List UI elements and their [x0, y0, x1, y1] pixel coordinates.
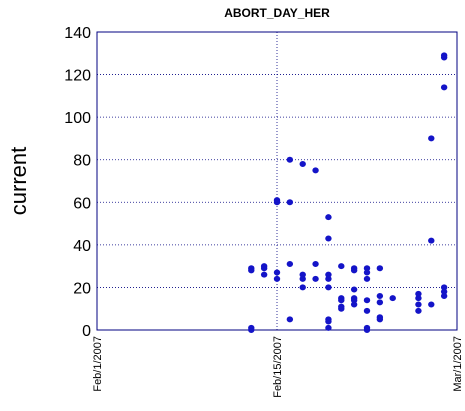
point — [376, 292, 384, 299]
point — [363, 269, 371, 276]
point — [428, 301, 435, 308]
point — [299, 275, 306, 282]
point — [299, 160, 306, 167]
point — [350, 301, 358, 308]
point — [273, 199, 281, 206]
point — [273, 275, 281, 282]
point — [440, 288, 448, 295]
point — [415, 290, 422, 297]
point — [286, 316, 294, 323]
point — [440, 292, 448, 299]
point — [389, 295, 396, 302]
y-tick-label: 60 — [73, 195, 91, 212]
x-tick-label: Feb/15/2007 — [272, 336, 284, 398]
point — [363, 265, 371, 272]
point — [325, 271, 332, 278]
point — [286, 156, 294, 163]
point — [376, 299, 384, 306]
point — [376, 316, 384, 323]
point — [312, 167, 319, 174]
y-tick-label: 20 — [73, 280, 91, 297]
y-axis-label: current — [6, 147, 31, 215]
y-tick-label: 40 — [73, 238, 91, 255]
point — [312, 275, 319, 282]
point — [350, 267, 358, 274]
point — [363, 297, 371, 304]
point — [363, 307, 371, 314]
point — [312, 261, 319, 268]
point — [338, 263, 345, 270]
plot-frame — [96, 31, 458, 331]
point — [363, 275, 371, 282]
point — [428, 135, 435, 142]
point — [299, 271, 306, 278]
point — [325, 318, 332, 325]
y-tick-label: 120 — [64, 68, 91, 85]
point — [325, 214, 332, 221]
point — [260, 265, 268, 272]
point — [363, 327, 371, 333]
point — [338, 305, 345, 312]
point — [325, 235, 332, 242]
point — [415, 307, 422, 314]
point — [440, 84, 448, 91]
point — [299, 284, 306, 291]
point — [415, 295, 422, 302]
y-tick-label: 80 — [73, 153, 91, 170]
point — [325, 324, 332, 331]
point — [248, 324, 255, 331]
point — [248, 265, 255, 272]
y-tick-label: 0 — [82, 323, 91, 340]
point — [273, 269, 281, 276]
point — [286, 261, 294, 268]
point — [286, 199, 294, 206]
y-tick-label: 100 — [64, 110, 91, 127]
point — [350, 286, 358, 293]
x-tick-label: Mar/1/2007 — [452, 336, 464, 392]
point — [415, 301, 422, 308]
point — [440, 54, 448, 61]
point — [440, 284, 448, 291]
point — [325, 275, 332, 282]
point — [260, 271, 268, 278]
point — [428, 237, 435, 244]
point — [350, 297, 358, 304]
point — [376, 265, 384, 272]
point — [325, 284, 332, 291]
chart-title: ABORT_DAY_HER — [224, 6, 330, 20]
x-tick-label: Feb/1/2007 — [92, 336, 104, 392]
y-tick-label: 140 — [64, 25, 91, 42]
point — [338, 297, 345, 304]
